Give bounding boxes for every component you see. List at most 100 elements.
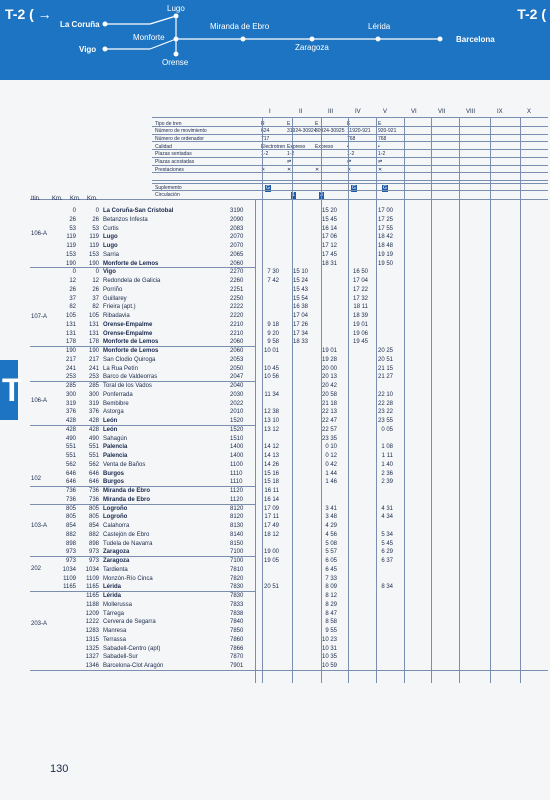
time-cell: 16 14 [321, 225, 337, 232]
km-cell: 805 [65, 514, 76, 521]
time-cell: 19 00 [263, 549, 279, 556]
station-code: 2220 [230, 313, 244, 319]
station-name: Logroño [103, 505, 128, 512]
station-name: Mollerussa [103, 601, 133, 608]
row-label: Prestaciones [155, 167, 184, 173]
station-name: Lugo [103, 234, 118, 241]
km-cell: 1109 [63, 575, 76, 582]
time-cell: 10 35 [321, 654, 337, 661]
km-cell: 131 [65, 321, 76, 328]
station-name: Palencia [103, 444, 128, 451]
time-cell: 19 01 [352, 321, 368, 328]
station-code: 3190 [230, 208, 244, 214]
section-rule [30, 267, 255, 269]
time-cell: 4 34 [381, 514, 393, 521]
station-code: 2065 [230, 251, 244, 258]
time-cell: 1 40 [381, 461, 393, 468]
time-cell: 22 13 [321, 409, 337, 416]
station-vigo: Vigo [79, 45, 97, 54]
column-numeral: VI [411, 109, 417, 115]
column-numeral: VII [438, 109, 446, 115]
time-cell: 8 12 [325, 593, 337, 599]
time-cell: 13 12 [263, 426, 279, 433]
time-cell: 17 34 [292, 330, 308, 337]
station-code: 7870 [230, 654, 244, 661]
km-cell: 319 [65, 400, 76, 407]
train-info-cell: ✕ [378, 167, 383, 173]
station-code: 2260 [230, 278, 244, 284]
station-name: Porriño [103, 286, 123, 293]
station-code: 2060 [230, 339, 244, 346]
column-numeral: X [527, 109, 532, 115]
section-rule [30, 424, 255, 426]
time-cell: 5 57 [325, 549, 337, 556]
station-name: Guillarey [103, 295, 127, 302]
time-cell: 22 28 [377, 400, 393, 407]
station-name: Burgos [103, 470, 124, 477]
train-info-cell: 717 [261, 136, 270, 142]
time-cell: 1 46 [325, 479, 337, 486]
km-cell: 0 [72, 269, 76, 276]
train-info-cell: 31924-30924 [287, 128, 317, 134]
km-cell: 26 [92, 286, 99, 293]
km-cell: 178 [88, 339, 99, 346]
station-code: 7830 [230, 593, 244, 599]
time-cell: 15 16 [263, 470, 279, 477]
time-cell: 7 33 [325, 575, 337, 582]
time-cell: 14 12 [263, 444, 279, 451]
km-cell: 217 [88, 356, 99, 363]
time-cell: 6 37 [381, 558, 393, 564]
train-info-cell: ⇌ [378, 159, 383, 165]
station-code: 7838 [230, 610, 244, 617]
station-code: 2210 [230, 321, 244, 328]
column-rule [404, 117, 405, 683]
station-name: Miranda de Ebro [103, 488, 151, 494]
station-name: Sahagún [103, 435, 128, 442]
time-cell: 18 33 [292, 339, 308, 346]
km-cell: 105 [65, 313, 76, 319]
time-cell: 0 05 [381, 426, 393, 433]
itinerary-code: 102 [31, 476, 42, 482]
column-numeral: III [328, 109, 334, 115]
station-code: 1400 [230, 444, 244, 451]
station-name: Ponferrada [103, 391, 133, 398]
km-cell: 551 [88, 453, 99, 459]
station-name: Zaragoza [103, 549, 130, 556]
train-info-cell: 1-2 [261, 151, 269, 157]
section-rule [30, 381, 255, 382]
time-cell: 15 54 [292, 295, 308, 302]
itinerary-code: 106-A [31, 398, 48, 404]
station-name: Burgos [103, 479, 124, 486]
info-rule [152, 172, 548, 174]
time-cell: 17 45 [321, 251, 337, 258]
time-cell: 23 35 [321, 435, 337, 442]
km-cell: 1346 [85, 663, 99, 669]
km-cell: 1034 [62, 566, 76, 573]
km-cell: 973 [65, 549, 76, 556]
km-cell: 241 [88, 365, 99, 372]
station-name: Castejón de Ebro [103, 531, 150, 538]
station-code: 1520 [230, 418, 244, 424]
time-cell: 9 58 [267, 339, 279, 346]
time-cell: 18 11 [353, 304, 368, 311]
station-code: 7833 [230, 601, 244, 608]
km-cell: 736 [65, 496, 76, 503]
train-marker-box: G [382, 185, 388, 192]
km-cell: 805 [88, 505, 99, 512]
station-name: Monzón-Río Cinca [103, 575, 153, 582]
station-name: Tardienta [103, 566, 128, 573]
time-cell: 10 31 [321, 645, 337, 652]
itinerary-code: 103-A [31, 523, 48, 529]
station-name: Orense-Empalme [103, 330, 153, 337]
station-code: 2250 [230, 295, 244, 302]
column-numeral: I [269, 109, 271, 115]
station-name: Curtis [103, 225, 119, 232]
time-cell: 16 38 [292, 304, 308, 311]
km-cell: 153 [88, 251, 99, 258]
time-cell: 5 34 [381, 531, 393, 538]
station-name: Vigo [103, 269, 116, 276]
km-cell: 119 [89, 243, 99, 249]
info-rule [152, 156, 548, 158]
itinerary-code: 202 [31, 566, 42, 572]
